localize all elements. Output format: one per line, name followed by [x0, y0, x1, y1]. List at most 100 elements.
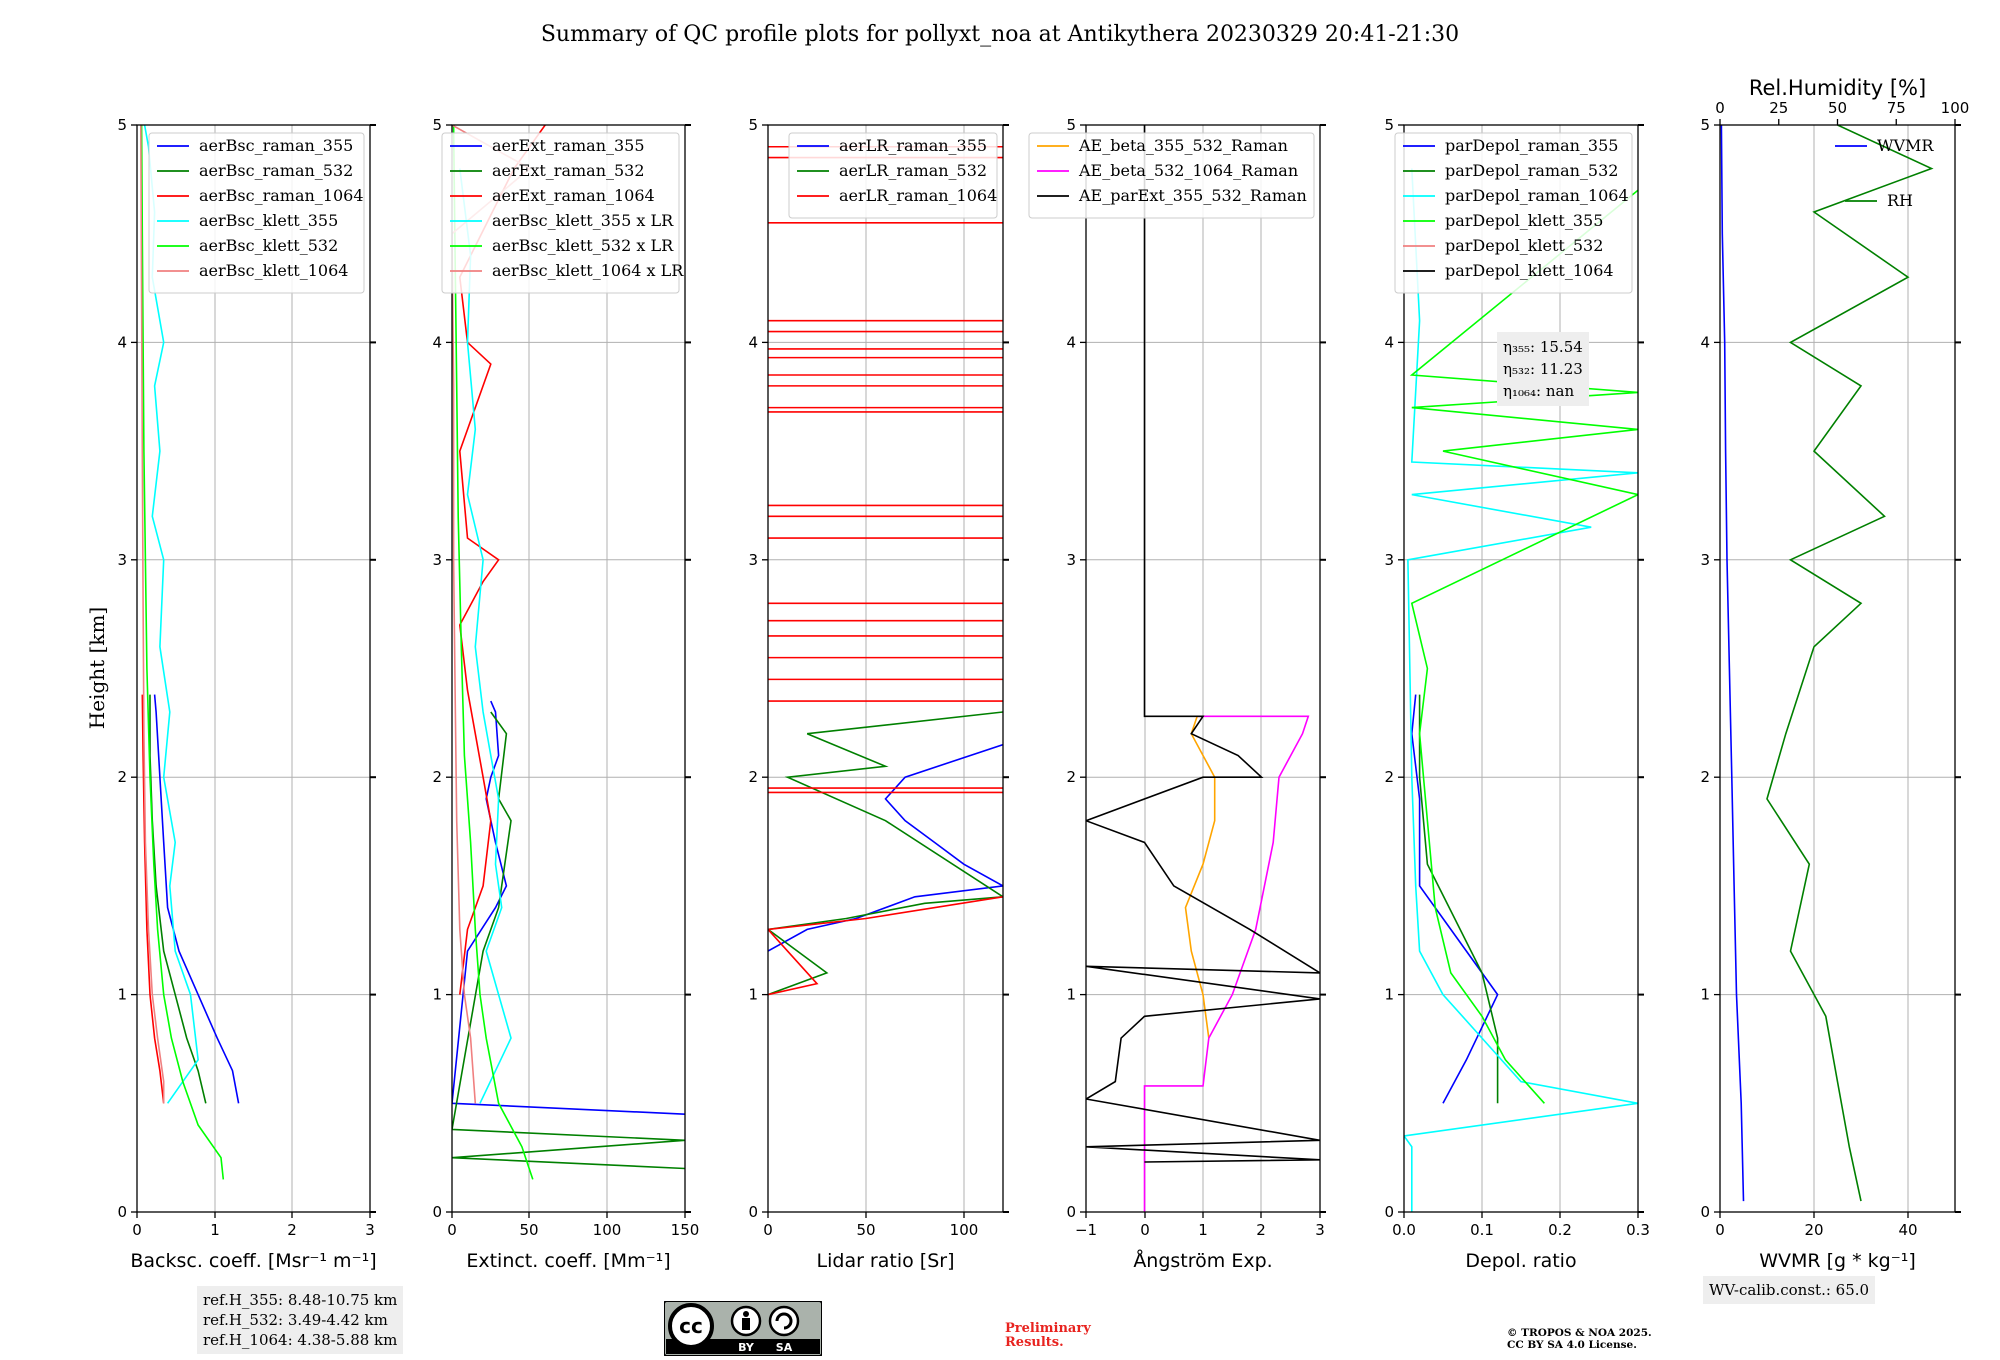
legend [148, 132, 365, 294]
eta-532: η₅₃₂: 11.23 [1503, 360, 1583, 378]
x-tick-label: 3 [1315, 1221, 1325, 1239]
x-axis-label: Extinct. coeff. [Mm⁻¹] [466, 1250, 670, 1272]
copyright-note: © TROPOS & NOA 2025. CC BY SA 4.0 Licens… [1507, 1327, 1652, 1351]
x-axis-label: Lidar ratio [Sr] [817, 1250, 955, 1272]
legend-label: aerBsc_klett_532 [199, 236, 338, 255]
series-aerBsc_klett_355 x LR [459, 168, 512, 1104]
top-x-axis-label: Rel.Humidity [%] [1749, 76, 1926, 100]
y-tick-label: 2 [1066, 768, 1076, 786]
y-tick-label: 1 [117, 986, 127, 1004]
y-tick-label: 2 [1384, 768, 1394, 786]
legend [1835, 145, 1877, 202]
legend-label: aerBsc_raman_1064 [199, 186, 364, 205]
y-tick-label: 0 [748, 1203, 758, 1221]
y-tick-label: 0 [1700, 1203, 1710, 1221]
legend-box [1028, 132, 1315, 219]
axes-frame [136, 124, 371, 1213]
y-tick-label: 3 [432, 551, 442, 569]
series-aerBsc_raman_1064 [141, 694, 165, 1104]
y-tick-label: 1 [432, 986, 442, 1004]
x-axis-label: Depol. ratio [1465, 1250, 1576, 1272]
eta-box: η₃₅₅: 15.54 η₅₃₂: 11.23 η₁₀₆₄: nan [1497, 332, 1589, 406]
panel-ext [441, 124, 691, 1218]
y-tick-label: 0 [432, 1203, 442, 1221]
cc-sa-text: SA [776, 1341, 793, 1354]
legend-label: aerLR_raman_532 [839, 161, 987, 180]
legend-label: WVMR [1877, 136, 1934, 155]
legend-label: aerBsc_klett_532 x LR [492, 236, 674, 255]
series-AE_beta_355_532_Raman [1184, 716, 1216, 1039]
wv-calib-box: WV-calib.const.: 65.0 [1703, 1276, 1876, 1304]
legend-label: aerBsc_klett_355 x LR [492, 211, 674, 230]
y-tick-label: 2 [748, 768, 758, 786]
y-tick-label: 1 [1700, 986, 1710, 1004]
y-tick-label: 3 [1384, 551, 1394, 569]
y-tick-label: 3 [117, 551, 127, 569]
legend-label: aerBsc_klett_1064 x LR [492, 261, 684, 280]
x-tick-label: −1 [1075, 1221, 1097, 1239]
x-axis-label: WVMR [g * kg⁻¹] [1759, 1250, 1916, 1272]
legend-label: parDepol_raman_355 [1445, 136, 1618, 155]
y-tick-label: 1 [748, 986, 758, 1004]
series-aerLR_raman_532 [768, 711, 1003, 996]
y-tick-label: 2 [117, 768, 127, 786]
legend-box [788, 132, 998, 219]
ref-height-355: ref.H_355: 8.48-10.75 km [203, 1291, 398, 1309]
legend-label: AE_beta_532_1064_Raman [1078, 161, 1298, 180]
x-tick-label: 0.3 [1626, 1221, 1650, 1239]
series-aerExt_raman_1064 [458, 125, 546, 995]
axes-frame [451, 124, 686, 1213]
x-tick-label: 0 [132, 1221, 142, 1239]
legend [1028, 132, 1315, 219]
eta-1064: η₁₀₆₄: nan [1503, 382, 1575, 400]
cc-by-sa-badge: cc BY SA [664, 1301, 822, 1356]
y-tick-label: 3 [748, 551, 758, 569]
x-tick-label: 0 [1140, 1221, 1150, 1239]
x-tick-label: 0.2 [1548, 1221, 1572, 1239]
legend-label: parDepol_raman_1064 [1445, 186, 1629, 205]
y-tick-label: 0 [1066, 1203, 1076, 1221]
y-tick-label: 3 [1066, 551, 1076, 569]
ref-height-532: ref.H_532: 3.49-4.42 km [203, 1311, 388, 1329]
y-tick-label: 5 [1066, 116, 1076, 134]
x-tick-label: 20 [1804, 1221, 1823, 1239]
legend-label: aerExt_raman_355 [492, 136, 645, 155]
x-tick-label: 100 [593, 1221, 622, 1239]
y-tick-label: 1 [1384, 986, 1394, 1004]
preliminary-note: Preliminary Results. [1005, 1321, 1091, 1350]
x-axis-label: Ångström Exp. [1133, 1249, 1272, 1272]
x-tick-label: 3 [365, 1221, 375, 1239]
legend-label: aerBsc_raman_532 [199, 161, 353, 180]
series-aerLR_raman_1064 [768, 896, 1003, 996]
panel-dep [1394, 124, 1644, 1218]
series-aerBsc_klett_1064 [140, 125, 165, 1104]
ref-height-1064: ref.H_1064: 4.38-5.88 km [203, 1331, 398, 1349]
legend-label: parDepol_klett_1064 [1445, 261, 1614, 280]
legend-label: AE_beta_355_532_Raman [1078, 136, 1288, 155]
y-tick-label: 5 [117, 116, 127, 134]
panel-lr [762, 124, 1009, 1218]
series-RH [1766, 125, 1934, 1202]
legend-label: parDepol_raman_532 [1445, 161, 1618, 180]
cc-text: cc [679, 1314, 703, 1338]
x-tick-label: 0 [763, 1221, 773, 1239]
series-WVMR [1720, 125, 1745, 1202]
series-aerExt_raman_355 [452, 700, 685, 1115]
panel-ae [1028, 124, 1326, 1218]
top-x-tick-label: 100 [1941, 99, 1970, 117]
x-tick-label: 50 [856, 1221, 875, 1239]
series-parDepol_raman_532 [1418, 694, 1499, 1104]
y-tick-label: 5 [748, 116, 758, 134]
x-tick-label: 0.1 [1470, 1221, 1494, 1239]
series-aerBsc_klett_532 x LR [452, 125, 534, 1180]
x-tick-label: 40 [1898, 1221, 1917, 1239]
axes-frame [1719, 124, 1956, 1213]
top-x-tick-label: 75 [1887, 99, 1906, 117]
legend-label: parDepol_klett_355 [1445, 211, 1603, 230]
y-tick-label: 4 [1700, 333, 1710, 351]
x-tick-label: 100 [950, 1221, 979, 1239]
series-AE_parExt_355_532_Raman [1086, 125, 1320, 1163]
y-tick-label: 4 [432, 333, 442, 351]
y-tick-label: 5 [432, 116, 442, 134]
